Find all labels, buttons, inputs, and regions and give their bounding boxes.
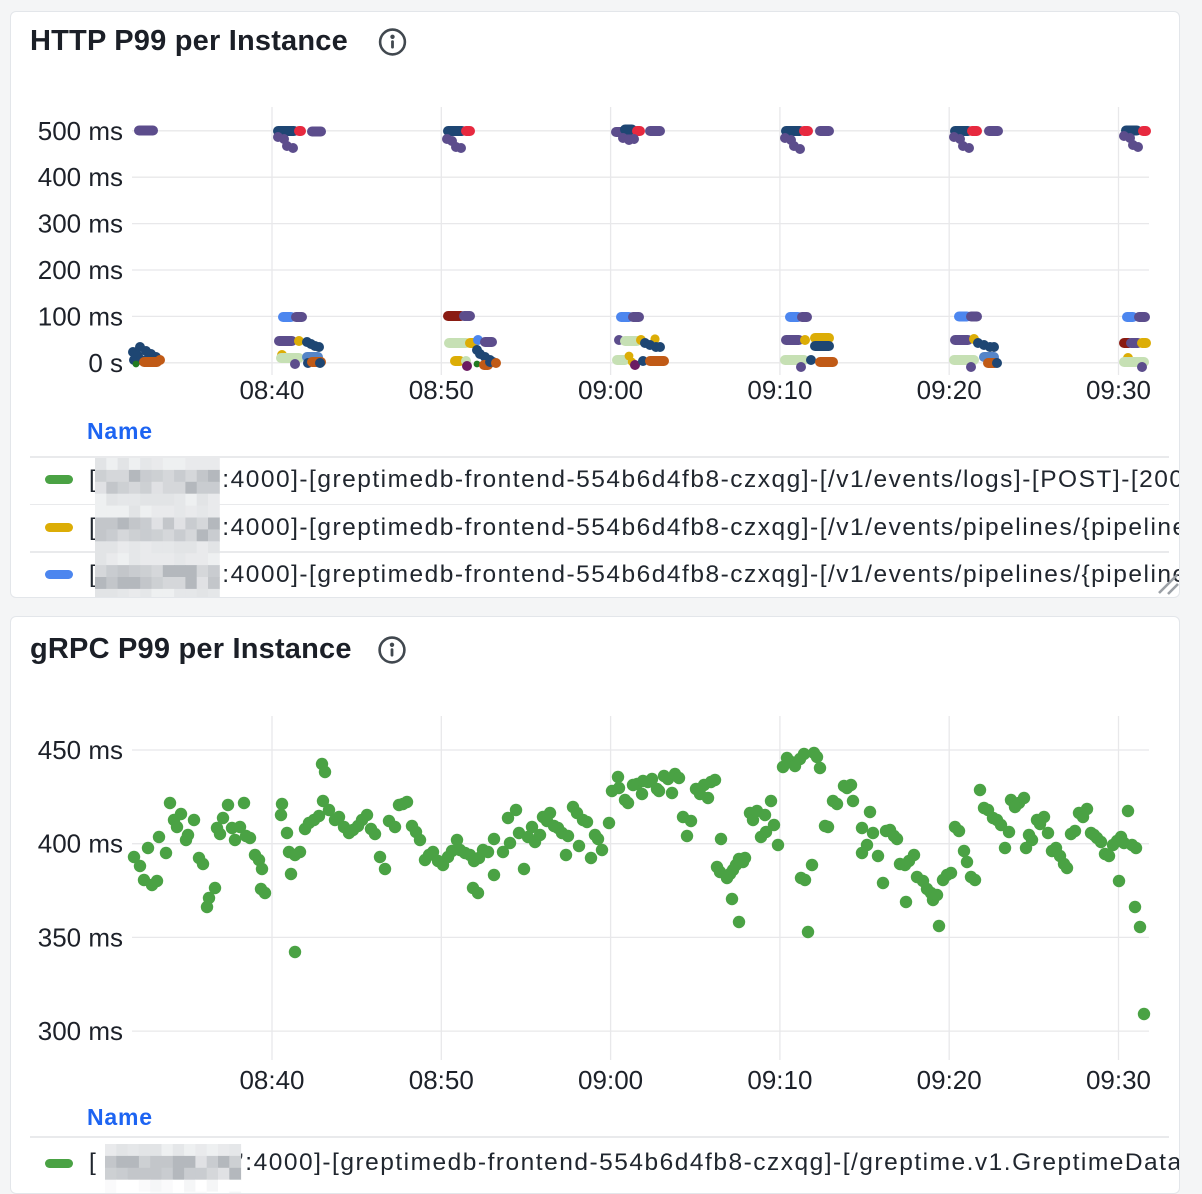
svg-text:09:20: 09:20 [917, 1065, 982, 1095]
svg-text:08:40: 08:40 [239, 1065, 304, 1095]
svg-text:400 ms: 400 ms [38, 829, 123, 859]
svg-text:0 s: 0 s [88, 348, 123, 378]
svg-text:09:00: 09:00 [578, 1065, 643, 1095]
svg-text:09:10: 09:10 [747, 1065, 812, 1095]
svg-text:100 ms: 100 ms [38, 301, 123, 331]
svg-text:09:30: 09:30 [1086, 375, 1151, 405]
svg-text:200 ms: 200 ms [38, 255, 123, 285]
svg-text:09:20: 09:20 [917, 375, 982, 405]
svg-text:400 ms: 400 ms [38, 162, 123, 192]
svg-text:09:00: 09:00 [578, 375, 643, 405]
svg-text:08:50: 08:50 [409, 1065, 474, 1095]
svg-text:500 ms: 500 ms [38, 116, 123, 146]
svg-text:08:40: 08:40 [239, 375, 304, 405]
svg-text:450 ms: 450 ms [38, 735, 123, 765]
svg-text:300 ms: 300 ms [38, 209, 123, 239]
svg-text:300 ms: 300 ms [38, 1016, 123, 1046]
svg-text:09:30: 09:30 [1086, 1065, 1151, 1095]
svg-text:08:50: 08:50 [409, 375, 474, 405]
svg-text:350 ms: 350 ms [38, 922, 123, 952]
svg-text:09:10: 09:10 [747, 375, 812, 405]
